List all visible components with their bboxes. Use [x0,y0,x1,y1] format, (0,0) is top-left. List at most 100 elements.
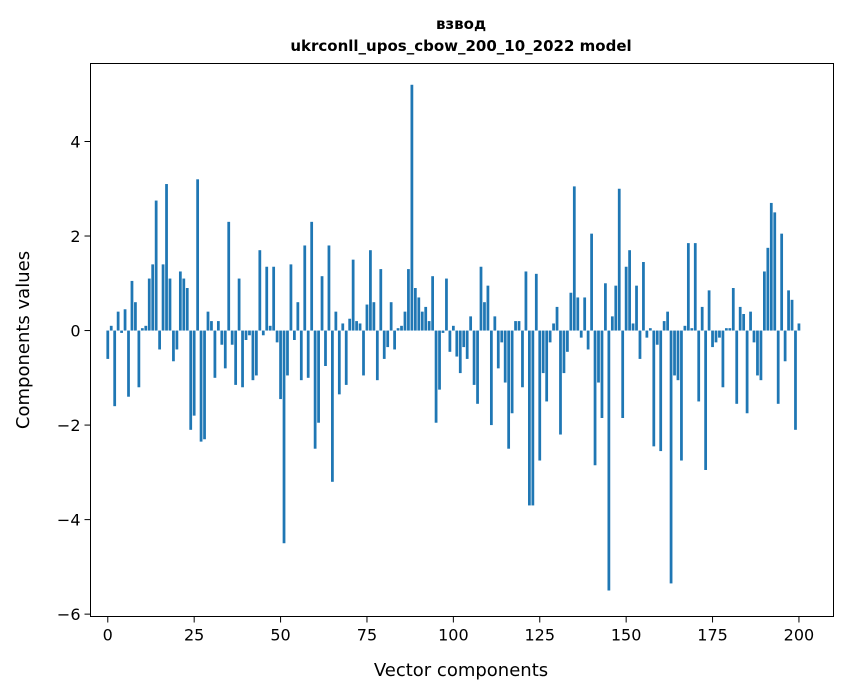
bar [451,325,455,331]
bar [662,321,666,331]
y-tick-label: 4 [70,132,80,151]
bar [783,330,787,362]
bar [797,323,801,331]
bar [348,318,352,331]
bar [510,330,514,414]
bar [600,330,604,418]
bar [766,247,770,331]
bar [154,200,158,331]
bar [548,330,552,343]
x-tick-label: 125 [524,626,555,645]
bar [638,330,642,359]
bar [583,297,587,331]
bar [566,330,569,352]
y-tick-label: 0 [70,322,80,341]
y-axis: −6 −4 −2 0 2 4 [57,132,91,624]
bar [165,184,168,331]
bar [386,330,390,348]
x-axis: 0 25 50 75 100 125 150 175 200 [103,616,815,645]
bar [151,264,155,331]
bar [579,330,583,338]
bar [331,330,334,482]
bar [438,330,441,390]
bar [161,264,165,331]
bar [493,316,497,331]
bar [379,269,383,331]
bar [393,330,396,350]
bar [759,330,763,381]
bar [728,328,732,331]
bar [666,311,669,331]
bar [403,311,407,331]
y-tick-label: −2 [57,416,81,435]
bar [738,306,742,331]
bar [255,330,258,376]
bar [203,330,206,440]
bar [420,311,424,331]
bar [334,311,338,331]
bar [648,328,652,331]
bar [258,250,262,331]
bar [199,330,203,442]
bar [407,269,410,331]
bar [555,306,559,331]
chart-title: взвод [436,15,486,33]
bar [735,330,739,404]
bar [700,306,704,331]
bar [341,323,345,331]
bar [106,330,110,359]
bar [251,330,255,381]
bar [489,330,493,426]
bar [324,330,327,366]
bar [216,321,220,331]
bar [113,330,117,407]
x-tick-label: 75 [357,626,377,645]
bar [528,330,531,506]
bar [690,328,694,331]
bar [590,233,593,331]
x-tick-label: 200 [784,626,815,645]
plot-frame [90,63,834,617]
bar [773,212,777,331]
bar [673,330,676,376]
x-tick-label: 50 [270,626,290,645]
bar [707,290,711,331]
bar [718,330,721,338]
bar [127,330,130,397]
y-tick-label: 2 [70,227,80,246]
bar [745,330,749,414]
bar [521,330,524,388]
bar [130,280,134,331]
bar [524,271,528,331]
bar [642,262,645,331]
x-tick-label: 25 [184,626,204,645]
bar [210,321,213,331]
bar [123,309,127,331]
bar [628,250,631,331]
bar [680,330,683,461]
bar [137,330,141,388]
bar [116,311,120,331]
bar [697,330,701,402]
bar [410,84,414,331]
bar [365,304,369,331]
bar [389,302,393,331]
bar [320,276,324,331]
bar [289,264,293,331]
bar [704,330,708,470]
bar [230,330,234,345]
bar [780,233,784,331]
bar [534,273,538,331]
bar [355,321,358,331]
bar [448,330,452,352]
y-axis-label: Components values [13,251,34,429]
bar [635,285,638,331]
bar [175,330,179,350]
bar [742,314,746,331]
bar [358,323,362,331]
bar [597,330,600,383]
bar [244,330,248,340]
bar [756,330,759,376]
bar [652,330,656,447]
bar [610,316,614,331]
